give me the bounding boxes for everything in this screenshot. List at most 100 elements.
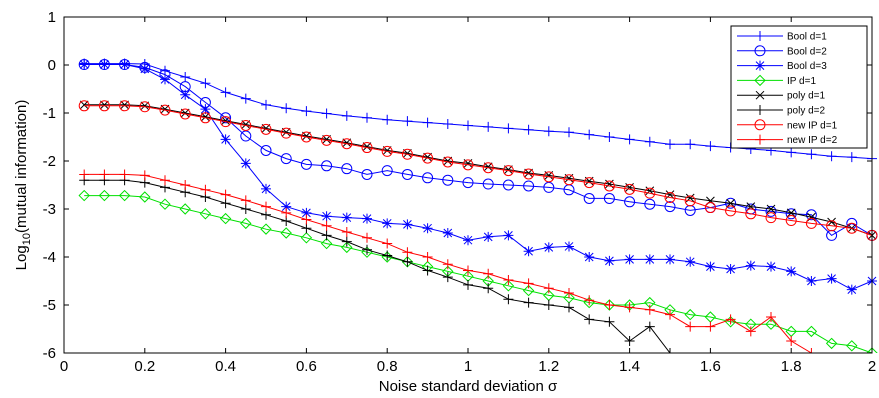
series-line-ip-d-1	[84, 195, 873, 353]
data-point-poly-d-1	[261, 124, 271, 133]
data-point-new-ip-d-1	[260, 123, 272, 135]
data-point-new-ip-d-1	[381, 145, 393, 157]
data-point-new-ip-d-1	[745, 208, 757, 220]
data-point-bool-d-3	[422, 223, 433, 234]
series-layer	[78, 58, 878, 353]
legend-marker	[755, 90, 765, 100]
data-point-bool-d-1	[665, 139, 675, 150]
data-point-new-ip-d-1	[624, 183, 636, 195]
data-point-poly-d-1	[79, 100, 89, 110]
data-point-new-ip-d-1	[119, 100, 131, 112]
x-tick-label: 0.2	[134, 358, 155, 375]
legend-item-new-ip-d-2: new IP d=2	[737, 134, 838, 146]
data-point-bool-d-1	[564, 127, 574, 138]
data-point-poly-d-1	[120, 100, 129, 110]
y-tick-label: -2	[43, 153, 56, 170]
data-point-bool-d-1	[624, 134, 635, 145]
data-point-new-ip-d-1	[442, 156, 454, 168]
data-point-bool-d-2	[603, 192, 615, 204]
data-point-new-ip-d-2	[786, 336, 797, 346]
y-axis-label-subscript: 10	[21, 233, 33, 245]
data-point-new-ip-d-1	[684, 195, 696, 207]
data-point-bool-d-3	[766, 261, 776, 272]
y-axis-label-suffix: (mutual information)	[13, 100, 30, 233]
data-point-bool-d-3	[846, 284, 857, 295]
data-point-bool-d-2	[300, 158, 312, 170]
data-point-bool-d-2	[462, 177, 474, 189]
data-point-poly-d-1	[140, 101, 150, 111]
data-point-bool-d-2	[805, 209, 817, 221]
data-point-new-ip-d-1	[422, 152, 434, 164]
x-tick-label: 1.8	[781, 358, 802, 375]
legend-item-ip-d-1: IP d=1	[737, 74, 816, 87]
data-point-poly-d-1	[524, 168, 533, 178]
plot-frame	[63, 16, 873, 354]
data-point-ip-d-1	[300, 232, 313, 244]
data-point-new-ip-d-2	[261, 201, 271, 212]
y-tick-label: 1	[48, 9, 56, 26]
data-point-poly-d-2	[321, 230, 332, 241]
data-point-ip-d-1	[825, 337, 838, 350]
legend-box	[730, 25, 868, 149]
data-point-new-ip-d-1	[644, 187, 656, 199]
data-point-bool-d-1	[321, 108, 332, 119]
data-point-bool-d-2	[381, 165, 393, 177]
data-point-new-ip-d-2	[139, 170, 150, 181]
data-point-new-ip-d-1	[462, 159, 474, 171]
data-point-ip-d-1	[522, 284, 535, 297]
data-point-bool-d-3	[281, 201, 292, 212]
data-point-new-ip-d-1	[482, 162, 494, 174]
data-point-ip-d-1	[805, 325, 818, 338]
legend-marker	[755, 105, 765, 115]
legend-item-new-ip-d-1: new IP d=1	[737, 119, 838, 131]
data-point-poly-d-1	[483, 162, 493, 172]
data-point-ip-d-1	[260, 223, 272, 235]
series-ip-d-1	[78, 189, 878, 353]
data-point-poly-d-2	[463, 279, 473, 290]
legend-marker	[755, 31, 765, 41]
x-tick-label: 1	[464, 358, 472, 375]
series-line-bool-d-2	[84, 64, 873, 237]
data-point-poly-d-2	[644, 321, 655, 332]
data-point-bool-d-1	[644, 136, 655, 147]
series-line-bool-d-3	[84, 64, 873, 291]
data-point-poly-d-2	[402, 256, 413, 267]
data-point-new-ip-d-1	[199, 112, 211, 124]
data-point-new-ip-d-2	[341, 227, 352, 238]
data-point-poly-d-2	[483, 283, 494, 294]
legend-item-bool-d-3: Bool d=3	[737, 60, 827, 72]
data-point-bool-d-3	[503, 230, 514, 241]
data-point-ip-d-1	[765, 318, 777, 330]
data-point-ip-d-1	[341, 241, 353, 254]
data-point-bool-d-3	[463, 235, 473, 246]
data-point-bool-d-2	[644, 198, 656, 210]
data-point-bool-d-3	[644, 254, 655, 265]
data-point-new-ip-d-1	[159, 104, 171, 116]
data-point-poly-d-2	[665, 348, 675, 353]
data-point-ip-d-1	[684, 308, 696, 321]
data-point-ip-d-1	[98, 189, 111, 202]
data-point-ip-d-1	[118, 189, 131, 202]
data-point-new-ip-d-2	[725, 314, 736, 325]
data-point-poly-d-2	[543, 300, 554, 310]
data-point-bool-d-1	[240, 93, 251, 104]
data-point-poly-d-2	[341, 236, 352, 247]
series-bool-d-3	[79, 59, 877, 295]
data-point-poly-d-2	[584, 314, 595, 325]
data-point-poly-d-1	[423, 152, 432, 162]
data-point-new-ip-d-2	[281, 207, 292, 218]
series-new-ip-d-2	[79, 169, 817, 353]
data-point-bool-d-1	[806, 149, 817, 160]
data-point-bool-d-3	[826, 273, 837, 284]
legend-label: new IP d=1	[787, 120, 838, 131]
y-tick-label: -5	[43, 297, 56, 314]
data-point-new-ip-d-1	[220, 116, 232, 128]
data-point-new-ip-d-1	[361, 142, 373, 154]
data-point-poly-d-1	[302, 131, 311, 141]
data-point-bool-d-2	[422, 172, 434, 184]
data-point-new-ip-d-1	[805, 217, 817, 229]
data-point-bool-d-2	[341, 163, 353, 175]
data-point-new-ip-d-2	[685, 321, 696, 332]
data-point-poly-d-1	[201, 112, 210, 122]
data-point-new-ip-d-2	[160, 175, 170, 186]
